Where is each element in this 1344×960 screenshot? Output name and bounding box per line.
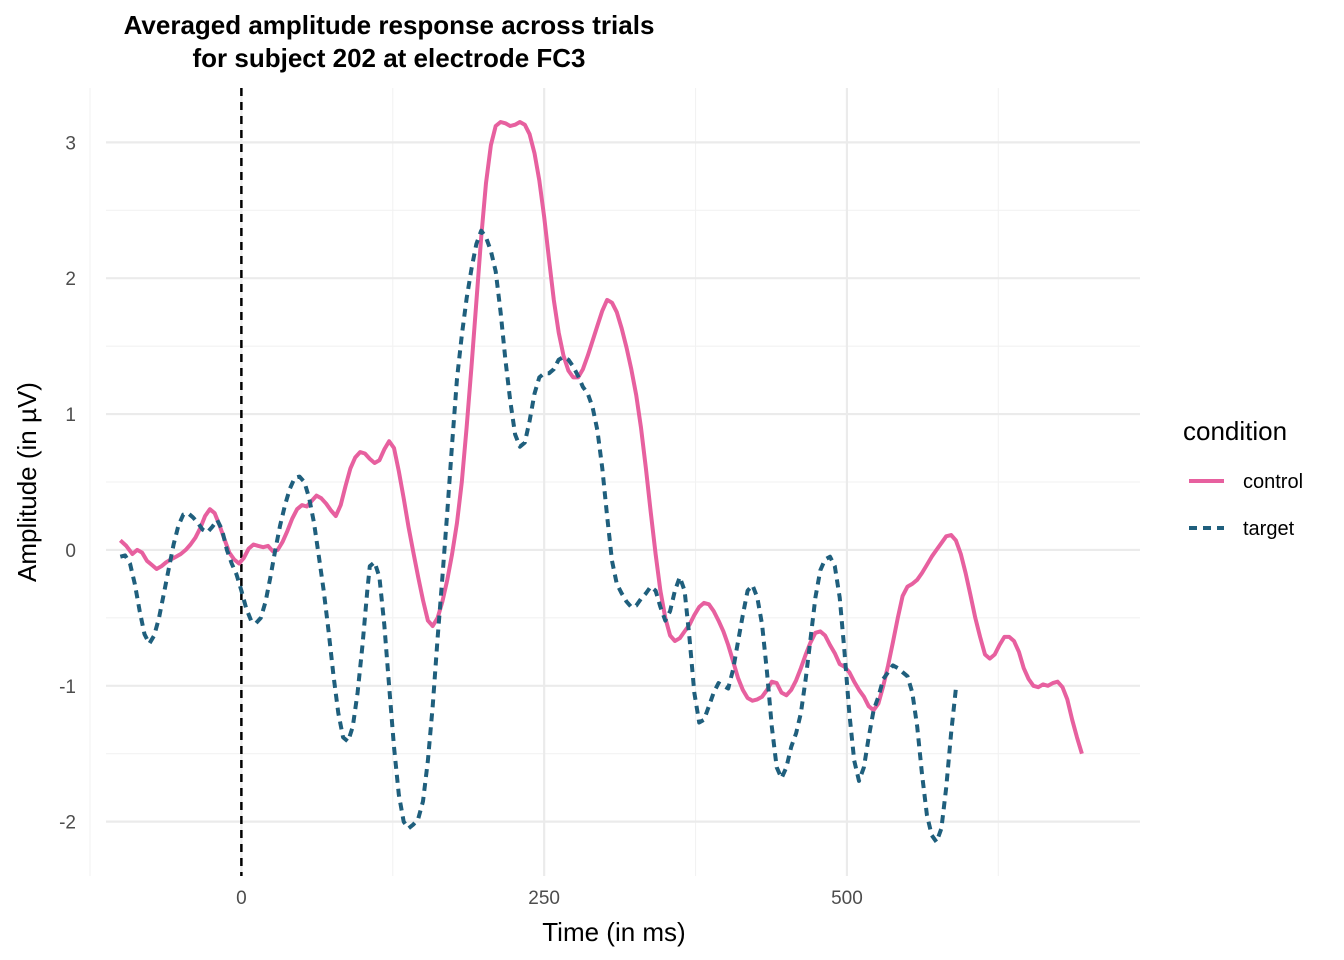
- series-line-control: [118, 120, 1084, 755]
- y-tick-label: 3: [65, 133, 76, 154]
- y-tick-label: -1: [59, 677, 76, 698]
- legend-label-control: control: [1243, 471, 1303, 493]
- y-tick-label: 0: [65, 541, 76, 562]
- grid: [89, 88, 1140, 876]
- y-tick-label: -2: [59, 813, 76, 834]
- y-axis-label: Amplitude (in µV): [12, 382, 42, 582]
- chart-title-line-2: for subject 202 at electrode FC3: [192, 43, 585, 73]
- y-tick-label: 1: [65, 405, 76, 426]
- legend-label-target: target: [1243, 518, 1295, 540]
- x-tick-label: 250: [528, 888, 560, 909]
- legend: condition control target: [1183, 416, 1303, 540]
- x-axis-label: Time (in ms): [542, 917, 685, 947]
- x-tick-label: 500: [831, 888, 863, 909]
- legend-title: condition: [1183, 416, 1287, 446]
- x-axis-ticks: 0 250 500: [236, 888, 863, 909]
- chart-title-line-1: Averaged amplitude response across trial…: [124, 10, 655, 40]
- series-line-target: [119, 228, 958, 844]
- x-tick-label: 0: [236, 888, 247, 909]
- series-layer: [118, 120, 1084, 844]
- y-tick-label: 2: [65, 269, 76, 290]
- y-axis-ticks: -2 -1 0 1 2 3: [59, 133, 76, 833]
